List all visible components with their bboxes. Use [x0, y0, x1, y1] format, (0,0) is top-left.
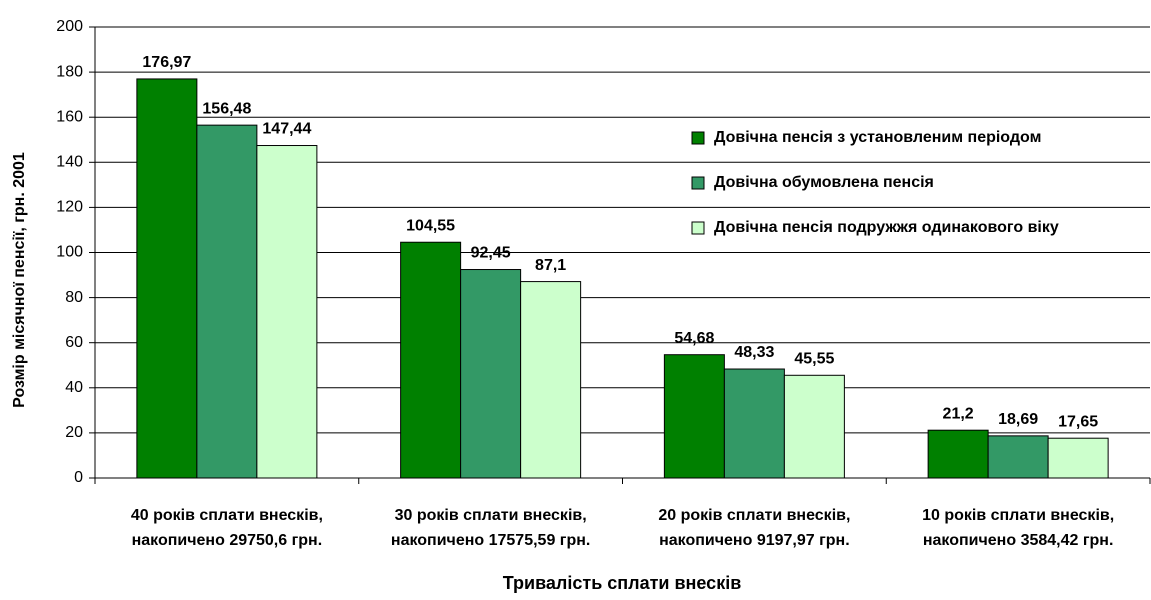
y-tick-label: 100 — [56, 244, 83, 261]
bar — [783, 374, 845, 479]
value-label: 21,2 — [943, 405, 974, 422]
x-tick-label: накопичено 3584,42 грн. — [923, 532, 1114, 549]
value-label: 176,97 — [142, 54, 191, 71]
y-axis-label: Розмір місячної пенсії, грн. 2001 — [11, 152, 28, 408]
y-tick-label: 80 — [65, 289, 83, 306]
legend-swatch — [691, 131, 705, 145]
value-label: 87,1 — [535, 257, 566, 274]
legend-label: Довічна пенсія подружжя одинакового віку — [714, 219, 1059, 236]
x-tick-label: накопичено 17575,59 грн. — [391, 532, 590, 549]
y-tick-label: 40 — [65, 379, 83, 396]
value-label: 45,55 — [794, 351, 834, 368]
x-tick-label: 30 років сплати внесків, — [395, 507, 587, 524]
legend-label: Довічна пенсія з установленим періодом — [714, 129, 1041, 146]
bar — [400, 241, 462, 479]
y-tick-label: 120 — [56, 199, 83, 216]
y-tick-label: 20 — [65, 424, 83, 441]
value-label: 92,45 — [471, 245, 511, 262]
bar — [256, 145, 318, 479]
bar — [460, 269, 522, 479]
y-tick-label: 200 — [56, 18, 83, 35]
bar — [196, 124, 258, 479]
x-tick-label: 10 років сплати внесків, — [922, 507, 1114, 524]
x-tick-label: накопичено 9197,97 грн. — [659, 532, 850, 549]
x-tick-label: 20 років сплати внесків, — [658, 507, 850, 524]
x-tick-label: накопичено 29750,6 грн. — [132, 532, 323, 549]
legend-label: Довічна обумовлена пенсія — [714, 174, 934, 191]
bar — [663, 354, 725, 479]
value-label: 54,68 — [674, 330, 714, 347]
y-tick-label: 140 — [56, 154, 83, 171]
y-tick-label: 160 — [56, 108, 83, 125]
value-label: 104,55 — [406, 217, 455, 234]
value-label: 48,33 — [734, 344, 774, 361]
legend-swatch — [691, 221, 705, 235]
bar — [987, 435, 1049, 479]
bar — [520, 281, 582, 479]
value-label: 156,48 — [202, 100, 251, 117]
bar — [723, 368, 785, 479]
x-axis-label: Тривалість сплати внесків — [503, 573, 742, 593]
bar — [1047, 437, 1109, 479]
bar — [927, 429, 989, 479]
x-tick-label: 40 років сплати внесків, — [131, 507, 323, 524]
value-label: 17,65 — [1058, 413, 1098, 430]
y-tick-label: 60 — [65, 334, 83, 351]
y-tick-label: 0 — [74, 469, 83, 486]
y-tick-label: 180 — [56, 63, 83, 80]
legend-swatch — [691, 176, 705, 190]
bar — [136, 78, 198, 479]
value-label: 147,44 — [262, 121, 311, 138]
value-label: 18,69 — [998, 411, 1038, 428]
